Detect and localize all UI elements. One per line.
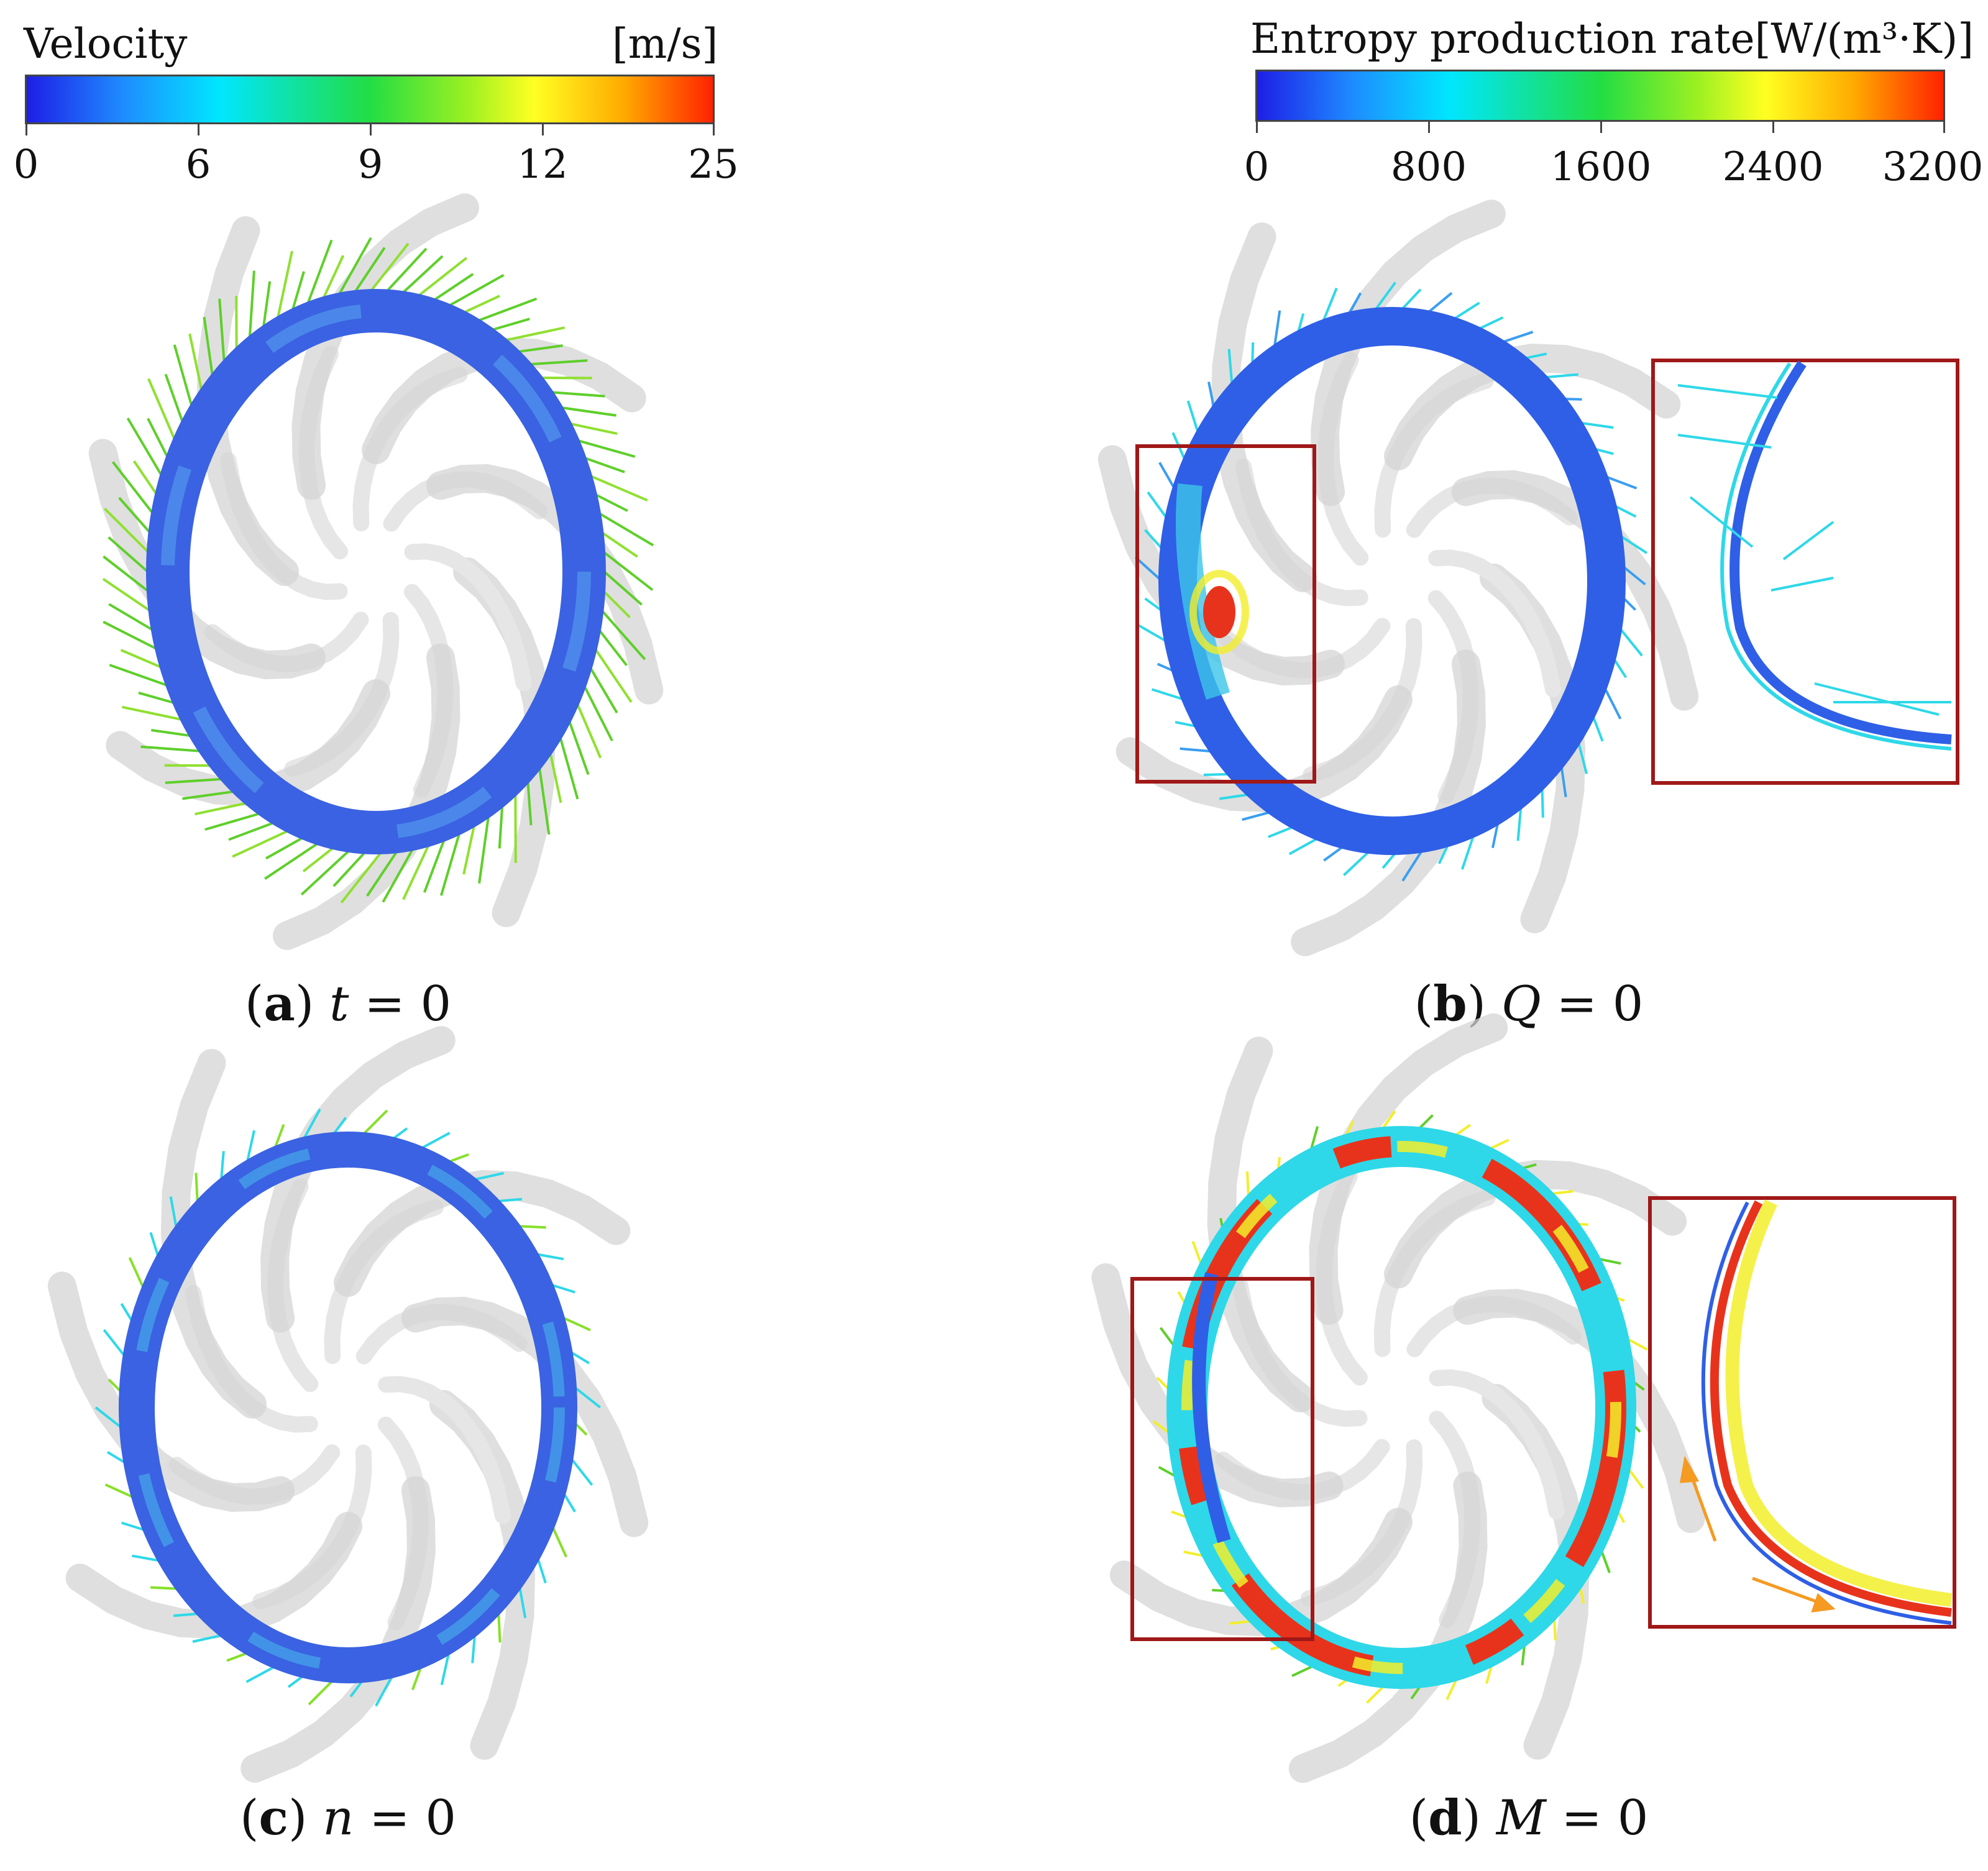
- impeller-inner-blade: [378, 1376, 511, 1524]
- caption-c: (c) n = 0: [240, 1790, 456, 1846]
- entropy-tick-mark: [1600, 122, 1602, 133]
- velocity-tick-label: 12: [517, 142, 568, 188]
- caption-c-var: n: [323, 1790, 354, 1846]
- entropy-hotspot: [1203, 586, 1235, 638]
- entropy-legend-title: Entropy production rate[W/(m³·K)]: [1250, 15, 1974, 63]
- velocity-legend-unit: [m/s]: [612, 20, 718, 68]
- impeller-inner-blade: [1429, 1369, 1565, 1520]
- flow-ring: [1158, 307, 1626, 855]
- inset-ring-curve: [1710, 1200, 1952, 1617]
- caption-a-letter: a: [263, 976, 295, 1032]
- velocity-tick-label: 6: [185, 142, 211, 188]
- caption-d-letter: d: [1428, 1790, 1462, 1846]
- velocity-tick-label: 25: [688, 142, 739, 188]
- velocity-tick-label: 9: [357, 142, 383, 188]
- entropy-tick-label: 3200: [1882, 144, 1984, 190]
- inset-frame-source: [1130, 1277, 1314, 1641]
- entropy-tick-mark: [1256, 122, 1258, 133]
- inset-arrows: [1679, 1455, 1836, 1613]
- velocity-tick-mark: [25, 124, 27, 135]
- flow-ring-highlight: [161, 304, 591, 839]
- entropy-colorbar: [1255, 70, 1945, 122]
- caption-d-rest: = 0: [1546, 1790, 1649, 1846]
- entropy-hotspot-halo: [1189, 570, 1249, 654]
- caption-d: (d) M = 0: [1409, 1790, 1649, 1846]
- inset-ring-curve-yellow: [1725, 1199, 1953, 1607]
- velocity-tick-mark: [198, 124, 199, 135]
- caption-a: (a) t = 0: [244, 976, 452, 1032]
- caption-b-rest: = 0: [1541, 976, 1644, 1032]
- caption-a-var: t: [329, 976, 349, 1032]
- ring-outer-blue: [1192, 1272, 1231, 1544]
- impeller-inner-blade: [404, 543, 532, 692]
- flow-ring-yellow: [1181, 1141, 1621, 1674]
- entropy-tick-label: 2400: [1722, 144, 1824, 190]
- entropy-tick-mark: [1772, 122, 1774, 133]
- entropy-tick-mark: [1943, 122, 1945, 133]
- flow-ring-highlight: [131, 1144, 565, 1671]
- entropy-tick-label: 0: [1244, 144, 1270, 190]
- entropy-tick-mark: [1428, 122, 1430, 133]
- ring-hotspot-left: [1176, 483, 1230, 700]
- caption-b-var: Q: [1501, 976, 1541, 1032]
- caption-c-letter: c: [259, 1790, 288, 1846]
- inset-frame-zoom: [1648, 1196, 1956, 1629]
- inset-ring-curve-blue: [1701, 1201, 1952, 1625]
- caption-c-rest: = 0: [354, 1790, 456, 1846]
- inset-ring-curve-outer: [1720, 362, 1952, 751]
- velocity-tick-mark: [542, 124, 544, 135]
- entropy-tick-label: 1600: [1550, 144, 1652, 190]
- caption-d-var: M: [1496, 1790, 1546, 1846]
- velocity-colorbar: [25, 75, 715, 124]
- inset-frame-zoom: [1651, 359, 1959, 785]
- velocity-legend-title: Velocity: [24, 20, 188, 68]
- velocity-tick-mark: [370, 124, 372, 135]
- velocity-tick-mark: [713, 124, 715, 135]
- inset-frame-source: [1135, 444, 1316, 784]
- impeller-inner-blade: [1428, 549, 1561, 698]
- caption-b-letter: b: [1433, 976, 1467, 1032]
- entropy-tick-label: 800: [1390, 144, 1467, 190]
- velocity-tick-label: 0: [13, 142, 39, 188]
- inset-arrows: [1677, 384, 1951, 716]
- caption-a-rest: = 0: [349, 976, 452, 1032]
